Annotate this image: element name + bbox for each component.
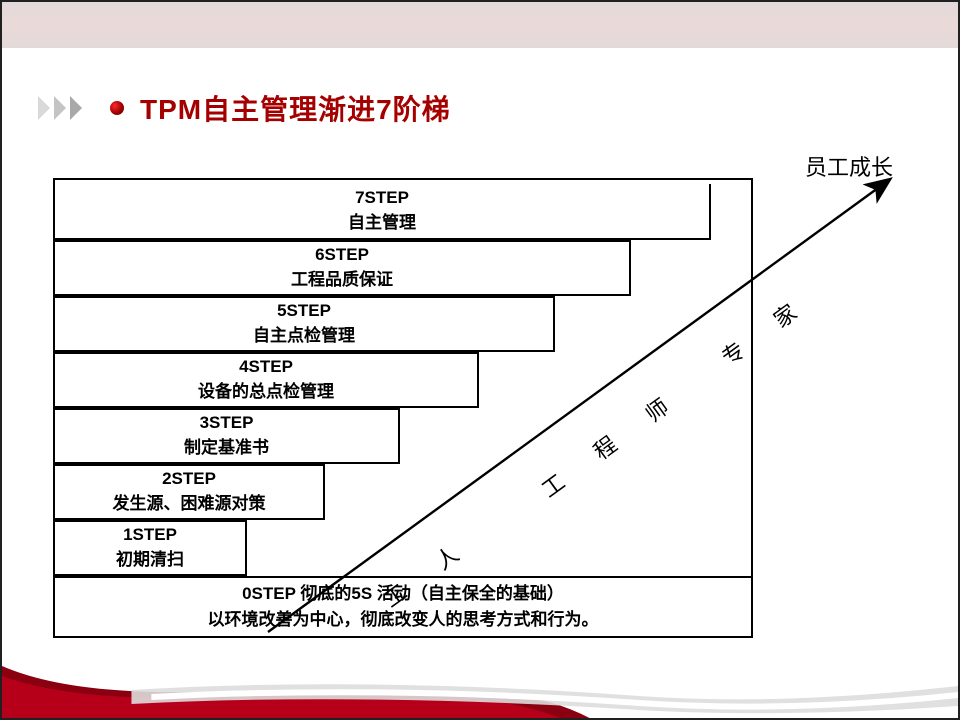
step-6: 6STEP 工程品质保证 [55, 240, 631, 296]
bullet-icon [110, 101, 124, 115]
slide-title: TPM自主管理渐进7阶梯 [140, 88, 451, 128]
staircase-diagram: 员工成长 7STEP 自主管理 6STEP 工程品质保证 5STEP 自主点检管… [53, 142, 911, 642]
arrow-icons [38, 96, 96, 120]
base-line2: 以环境改善为中心，彻底改变人的思考方式和行为。 [208, 607, 599, 633]
step-4: 4STEP 设备的总点检管理 [55, 352, 479, 408]
bottom-decoration [2, 646, 958, 718]
title-row: TPM自主管理渐进7阶梯 [38, 88, 451, 128]
step-7: 7STEP 自主管理 [55, 184, 711, 240]
step-1: 1STEP 初期清扫 [55, 520, 247, 576]
step-2: 2STEP 发生源、困难源对策 [55, 464, 325, 520]
slide: TPM自主管理渐进7阶梯 员工成长 7STEP 自主管理 6STEP 工程品质保… [0, 0, 960, 720]
growth-label: 员工成长 [805, 150, 893, 182]
top-accent-bar [2, 2, 958, 48]
step-3: 3STEP 制定基准书 [55, 408, 400, 464]
step-5: 5STEP 自主点检管理 [55, 296, 555, 352]
